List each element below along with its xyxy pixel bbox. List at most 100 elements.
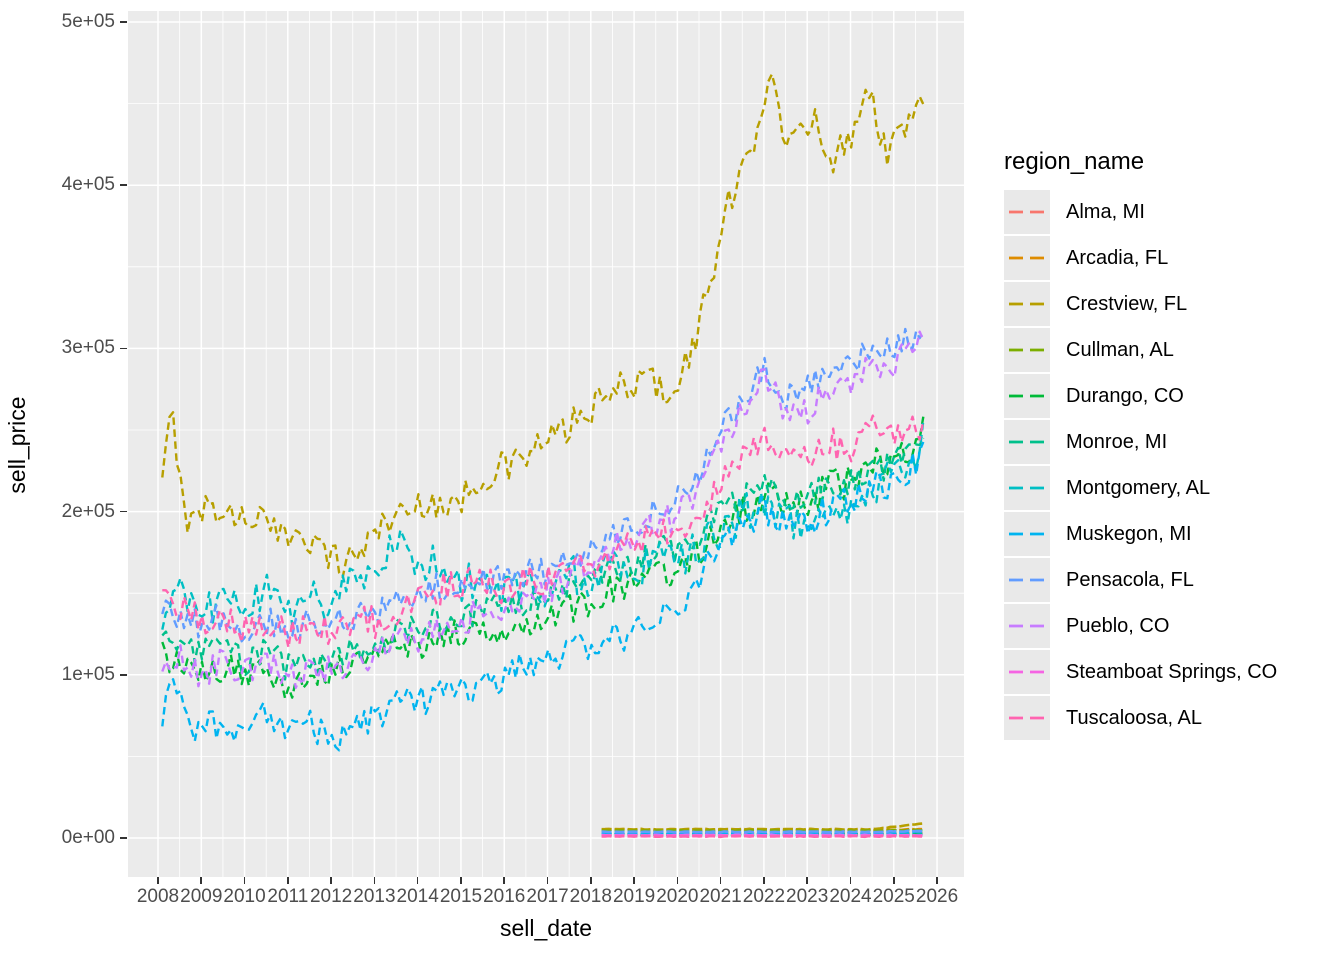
y-tick-label: 5e+05 (61, 11, 115, 32)
legend-dashed-line-icon (1009, 716, 1045, 720)
legend-item-label: Monroe, MI (1066, 430, 1168, 453)
x-tick-label: 2025 (872, 886, 915, 907)
near-zero-line-crestview-fl (601, 822, 923, 831)
legend-item-label: Steamboat Springs, CO (1066, 660, 1278, 683)
x-tick-label: 2008 (136, 886, 180, 907)
legend-dashed-line-icon (1009, 394, 1045, 398)
legend-item: Cullman, AL (1004, 328, 1334, 372)
x-tick-label: 2011 (267, 886, 309, 907)
x-tick-mark (460, 877, 462, 884)
legend-items: Alma, MI Arcadia, FL Crestview, FL Cullman,… (1004, 190, 1334, 740)
y-tick-mark (120, 674, 127, 676)
x-tick-mark (590, 877, 592, 884)
legend-item-label: Alma, MI (1066, 200, 1145, 223)
x-tick-label: 2015 (439, 886, 483, 907)
x-tick-mark (243, 877, 246, 884)
x-tick-label: 2016 (483, 886, 526, 907)
series-line-monroe-mi (161, 437, 925, 681)
legend-key (1004, 190, 1050, 234)
x-tick-mark (719, 877, 722, 884)
plot-panel (128, 11, 964, 877)
x-tick-mark (806, 877, 808, 884)
x-tick-mark (763, 877, 765, 884)
y-tick-mark (120, 184, 127, 186)
x-tick-label: 2023 (786, 886, 829, 907)
x-tick-mark (936, 877, 938, 884)
x-tick-label: 2014 (396, 886, 439, 907)
x-tick-label: 2012 (309, 886, 353, 907)
legend-dashed-line-icon (1009, 348, 1045, 352)
legend-item-label: Cullman, AL (1066, 338, 1174, 361)
legend-item: Steamboat Springs, CO (1004, 650, 1334, 694)
y-tick-mark (120, 510, 127, 513)
legend-dashed-line-icon (1009, 210, 1045, 214)
x-tick-mark (373, 877, 376, 884)
legend-item: Tuscaloosa, AL (1004, 696, 1334, 740)
legend-item-label: Pensacola, FL (1066, 568, 1194, 591)
x-tick-label: 2026 (915, 886, 959, 907)
x-tick-label: 2017 (526, 886, 569, 907)
x-tick-mark (892, 877, 895, 884)
near-zero-line-pensacola-fl (601, 829, 923, 834)
x-tick-label: 2020 (656, 886, 699, 907)
legend-key (1004, 604, 1050, 648)
x-tick-mark (849, 877, 852, 884)
legend-dashed-line-icon (1009, 486, 1045, 490)
x-tick-mark (157, 877, 159, 884)
legend-key (1004, 420, 1050, 464)
legend-key (1004, 512, 1050, 556)
legend-item-label: Arcadia, FL (1066, 246, 1169, 269)
legend: region_name Alma, MI Arcadia, FL Crestview… (1004, 148, 1334, 742)
legend-dashed-line-icon (1009, 302, 1045, 306)
legend-key (1004, 374, 1050, 418)
legend-dashed-line-icon (1009, 670, 1045, 674)
legend-item-label: Pueblo, CO (1066, 614, 1170, 637)
legend-dashed-line-icon (1009, 440, 1045, 444)
x-tick-label: 2010 (223, 886, 266, 907)
legend-item-label: Muskegon, MI (1066, 522, 1192, 545)
x-tick-mark (200, 877, 203, 884)
y-tick-mark (120, 347, 127, 350)
legend-item: Arcadia, FL (1004, 236, 1334, 280)
x-axis-title: sell_date (499, 915, 593, 941)
near-zero-line-tuscaloosa-al (601, 834, 923, 839)
legend-item: Montgomery, AL (1004, 466, 1334, 510)
y-tick-label: 2e+05 (61, 500, 115, 522)
legend-key (1004, 466, 1050, 510)
x-tick-label: 2009 (180, 886, 223, 907)
legend-item-label: Tuscaloosa, AL (1066, 706, 1203, 729)
legend-title: region_name (1004, 148, 1145, 175)
series-line-tuscaloosa-al (162, 414, 925, 649)
legend-item: Muskegon, MI (1004, 512, 1334, 556)
legend-dashed-line-icon (1009, 624, 1045, 628)
x-tick-mark (633, 877, 635, 884)
legend-key (1004, 328, 1050, 372)
y-axis-title: sell_price (4, 396, 30, 494)
x-tick-mark (503, 877, 506, 884)
x-tick-mark (676, 877, 679, 884)
legend-item-label: Durango, CO (1066, 384, 1184, 407)
x-tick-mark (330, 877, 332, 884)
x-tick-mark (416, 877, 419, 884)
y-tick-mark (120, 21, 127, 23)
y-tick-label: 0e+00 (61, 827, 115, 848)
legend-item-label: Montgomery, AL (1066, 476, 1211, 499)
legend-key (1004, 282, 1050, 326)
x-tick-label: 2018 (569, 886, 612, 907)
legend-item-label: Crestview, FL (1066, 292, 1188, 315)
y-tick-label: 3e+05 (61, 337, 115, 359)
series-line-muskegon-mi (161, 441, 925, 752)
y-tick-label: 1e+05 (61, 663, 115, 685)
plot-canvas (128, 11, 964, 877)
x-tick-label: 2024 (829, 886, 872, 907)
legend-key (1004, 236, 1050, 280)
legend-item: Pueblo, CO (1004, 604, 1334, 648)
series-line-montgomery-al (161, 420, 925, 630)
y-tick-label: 4e+05 (61, 174, 115, 196)
legend-item: Alma, MI (1004, 190, 1334, 234)
x-tick-label: 2022 (742, 886, 786, 907)
x-tick-label: 2019 (612, 886, 656, 907)
legend-item: Durango, CO (1004, 374, 1334, 418)
legend-key (1004, 650, 1050, 694)
